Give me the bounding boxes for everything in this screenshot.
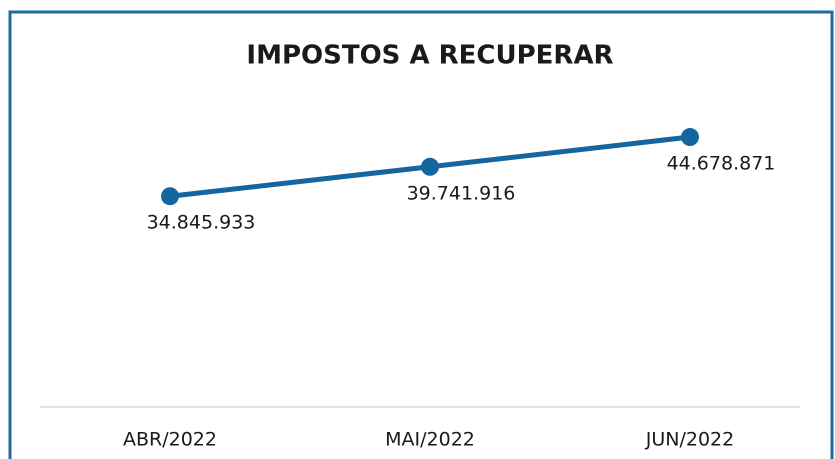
x-tick-label: JUN/2022 xyxy=(645,429,734,451)
data-label: 39.741.916 xyxy=(407,182,516,204)
x-tick-label: ABR/2022 xyxy=(123,429,217,451)
data-label: 44.678.871 xyxy=(667,153,776,175)
marker xyxy=(421,157,439,176)
x-tick-label: MAI/2022 xyxy=(385,429,475,451)
marker xyxy=(161,187,179,206)
chart-title: IMPOSTOS A RECUPERAR xyxy=(246,41,613,71)
frame xyxy=(8,10,834,459)
marker xyxy=(681,128,699,147)
data-label: 34.845.933 xyxy=(147,212,256,234)
